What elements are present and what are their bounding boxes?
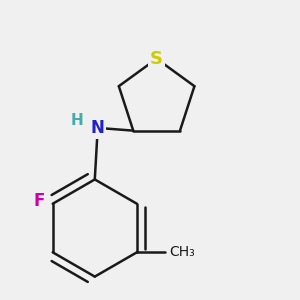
Text: F: F (34, 192, 45, 210)
Text: S: S (150, 50, 163, 68)
Text: H: H (71, 113, 83, 128)
Text: N: N (91, 119, 105, 137)
Text: CH₃: CH₃ (169, 245, 195, 259)
